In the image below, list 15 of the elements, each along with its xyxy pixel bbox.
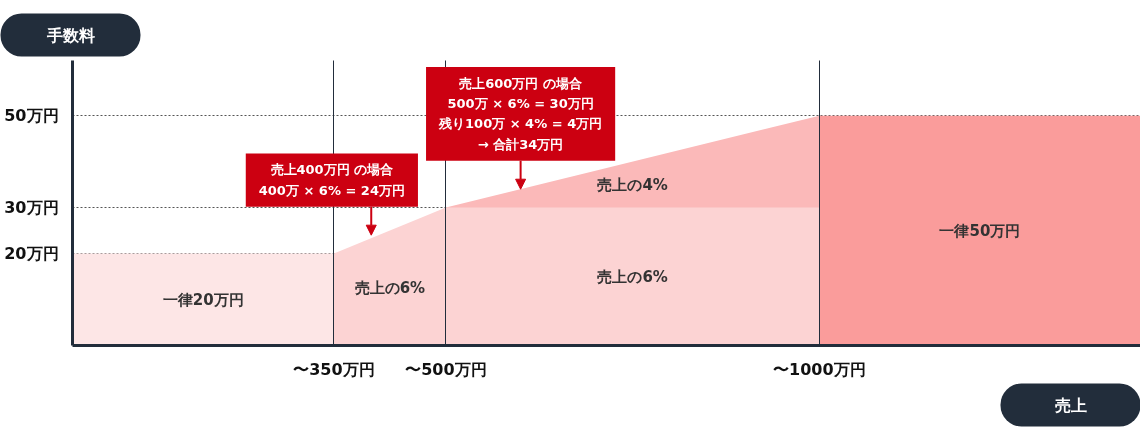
- series-label: 売上の6%: [597, 267, 668, 286]
- x-tick-label: 〜500万円: [405, 359, 487, 379]
- series-label: 一律20万円: [162, 290, 244, 309]
- x-axis-title: 売上: [1054, 395, 1087, 415]
- y-tick-label: 50万円: [4, 106, 59, 126]
- y-tick-label: 20万円: [4, 244, 59, 264]
- y-tick-label: 30万円: [4, 198, 59, 218]
- series-label: 売上の4%: [597, 175, 668, 194]
- series-label: 一律50万円: [939, 221, 1021, 240]
- series-label: 売上の6%: [354, 279, 426, 298]
- y-axis-title: 手数料: [45, 25, 95, 45]
- x-tick-label: 〜1000万円: [773, 359, 866, 379]
- annotation: 売上600万円 の場合 500万 × 6% = 30万円残り100万 × 4% = 4万円 → 合計34万円: [438, 75, 603, 152]
- annotation: 売上400万円 の場合 400万 × 6% = 24万円: [258, 162, 405, 198]
- x-tick-label: 〜350万円: [293, 359, 375, 379]
